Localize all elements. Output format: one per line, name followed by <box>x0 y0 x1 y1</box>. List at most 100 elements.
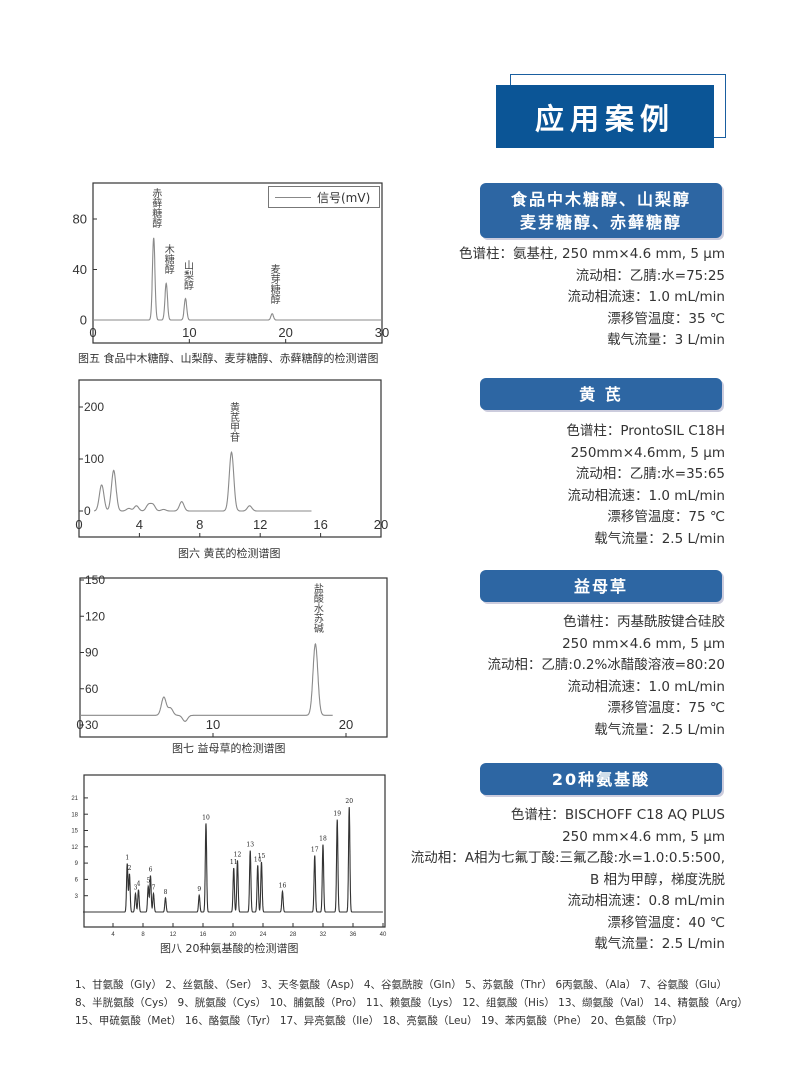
x-tick-label: 20 <box>339 717 353 732</box>
y-tick-label: 9 <box>75 861 79 867</box>
spec-flow-rate: 流动相流速：1.0 mL/min <box>567 487 725 504</box>
peak-label: 5 <box>146 877 150 884</box>
peak-label: 17 <box>311 846 319 853</box>
y-tick-label: 150 <box>85 573 105 587</box>
figure-caption-5: 图五 食品中木糖醇、山梨醇、麦芽糖醇、赤藓糖醇的检测谱图 <box>78 352 379 365</box>
spec-column: 色谱柱：BISCHOFF C18 AQ PLUS <box>510 807 725 823</box>
x-tick-label: 0 <box>75 517 82 532</box>
y-tick-label: 30 <box>85 718 99 732</box>
peak-label: 6 <box>149 867 153 874</box>
peak-label: 8 <box>164 889 168 896</box>
section-title-line: 益母草 <box>573 576 628 596</box>
spec-list-astragalus: 色谱柱：ProntoSIL C18H 250mm×4.6mm, 5 μm 流动相… <box>566 421 725 550</box>
peak-label: 3 <box>134 885 138 892</box>
x-tick-label: 16 <box>200 932 207 938</box>
chromatogram-trace <box>93 237 382 321</box>
y-tick-label: 21 <box>71 796 78 802</box>
y-tick-label: 18 <box>71 812 78 818</box>
chromatogram-trace <box>93 450 312 512</box>
y-tick-label: 3 <box>75 894 79 900</box>
spec-flow-rate: 流动相流速：1.0 mL/min <box>567 289 725 305</box>
legend-label: 信号(mV) <box>317 190 371 205</box>
y-tick-label: 6 <box>75 878 79 884</box>
plot-frame <box>79 577 388 738</box>
peak-label: 18 <box>319 836 327 843</box>
y-tick-label: 120 <box>85 609 105 623</box>
legend-line-swatch <box>275 196 311 198</box>
peak-label: 16 <box>279 882 287 889</box>
peak-label: 10 <box>202 814 210 821</box>
peak-label: 7 <box>152 885 156 892</box>
x-tick-label: 10 <box>182 325 196 340</box>
spec-column: 色谱柱：ProntoSIL C18H <box>566 423 725 439</box>
section-title-line: 麦芽糖醇、赤藓糖醇 <box>519 212 682 232</box>
x-tick-label: 20 <box>230 932 237 938</box>
x-tick-label: 24 <box>260 932 267 938</box>
peak-label: 13 <box>246 842 254 849</box>
footnote-line: 1、甘氨酸（Gly） 2、丝氨酸、（Ser） 3、天冬氨酸（Asp） 4、谷氨酰… <box>75 979 728 991</box>
spec-drift-tube-temp: 漂移管温度：75 ℃ <box>607 509 725 525</box>
peak-label: 20 <box>345 798 353 805</box>
x-tick-label: 20 <box>374 517 388 532</box>
section-header-motherwort: 益母草 <box>480 570 722 602</box>
plot-frame <box>83 774 386 928</box>
peak-label: 麦芽糖醇 <box>268 263 280 304</box>
peak-label: 9 <box>197 886 201 893</box>
x-tick-label: 28 <box>290 932 297 938</box>
spec-gas-flow: 载气流量：3 L/min <box>607 332 725 348</box>
spec-flow-rate: 流动相流速：0.8 mL/min <box>567 893 725 909</box>
figure-caption-7: 图七 益母草的检测谱图 <box>172 742 286 755</box>
peak-label: 11 <box>230 859 238 866</box>
spec-mobile-phase: 流动相：A相为七氟丁酸:三氟乙酸:水=1.0:0.5:500, <box>410 850 725 866</box>
y-tick-label: 40 <box>73 262 87 277</box>
footnote-line: 15、甲硫氨酸（Met） 16、酪氨酸（Tyr） 17、异亮氨酸（Ile） 18… <box>75 1015 683 1027</box>
y-tick-label: 100 <box>84 452 104 466</box>
x-tick-label: 4 <box>136 517 143 532</box>
spec-list-sugar-alcohols: 色谱柱：氨基柱, 250 mm×4.6 mm, 5 μm 流动相：乙腈:水=75… <box>459 244 725 352</box>
chromatogram-trace <box>83 807 383 913</box>
y-tick-label: 80 <box>73 212 87 227</box>
figure-caption-6: 图六 黄芪的检测谱图 <box>178 547 281 560</box>
peak-label: 赤藓糖醇 <box>149 187 161 228</box>
x-tick-label: 40 <box>380 932 387 938</box>
peak-label: 12 <box>234 851 242 858</box>
spec-column-size: 250 mm×4.6 mm, 5 μm <box>562 635 725 652</box>
spec-mobile-phase: 流动相：乙腈:0.2%冰醋酸溶液=80:20 <box>487 657 725 673</box>
x-tick-label: 20 <box>278 325 292 340</box>
spec-mobile-phase: 流动相：乙腈:水=75:25 <box>575 267 725 284</box>
spec-column: 色谱柱：丙基酰胺键合硅胶 <box>563 614 725 630</box>
x-tick-label: 10 <box>206 717 220 732</box>
peak-label: 木糖醇 <box>162 244 174 275</box>
spec-list-motherwort: 色谱柱：丙基酰胺键合硅胶 250 mm×4.6 mm, 5 μm 流动相：乙腈:… <box>487 612 725 741</box>
spec-column-size: 250 mm×4.6 mm, 5 μm <box>562 828 725 845</box>
y-tick-label: 0 <box>80 313 87 328</box>
peak-label: 4 <box>137 881 141 888</box>
x-tick-label: 30 <box>375 325 389 340</box>
spec-gas-flow: 载气流量：2.5 L/min <box>594 936 725 952</box>
x-tick-label: 0 <box>89 325 96 340</box>
spec-gas-flow: 载气流量：2.5 L/min <box>594 530 725 547</box>
spec-column-size: 250mm×4.6mm, 5 μm <box>570 444 725 461</box>
y-tick-label: 60 <box>85 682 99 696</box>
x-tick-label: 12 <box>170 932 177 938</box>
y-tick-label: 0 <box>84 504 91 518</box>
y-tick-label: 12 <box>71 845 78 851</box>
footnote-line: 8、半胱氨酸（Cys） 9、胱氨酸（Cys） 10、脯氨酸（Pro） 11、赖氨… <box>75 997 748 1009</box>
x-tick-label: 8 <box>141 932 145 938</box>
section-title-line: 食品中木糖醇、山梨醇 <box>510 189 691 209</box>
peak-label: 14 <box>254 856 262 863</box>
plot-frame <box>92 182 383 344</box>
spec-column: 色谱柱：氨基柱, 250 mm×4.6 mm, 5 μm <box>458 246 725 262</box>
spec-drift-tube-temp: 漂移管温度：35 ℃ <box>607 310 725 327</box>
peak-label: 19 <box>333 811 341 818</box>
peak-label: 2 <box>128 865 132 872</box>
page-title: 应用案例 <box>496 85 714 148</box>
peak-label: 15 <box>258 853 266 860</box>
peak-label: 黄芪甲苷 <box>227 402 239 443</box>
section-header-sugar-alcohols: 食品中木糖醇、山梨醇 麦芽糖醇、赤藓糖醇 <box>480 183 722 238</box>
x-tick-label: 12 <box>253 517 267 532</box>
chart-legend: 信号(mV) <box>268 186 380 208</box>
peak-label: 盐酸水苏碱 <box>311 583 323 634</box>
y-tick-label: 90 <box>85 646 99 660</box>
section-header-amino-acids: 20种氨基酸 <box>480 763 722 795</box>
